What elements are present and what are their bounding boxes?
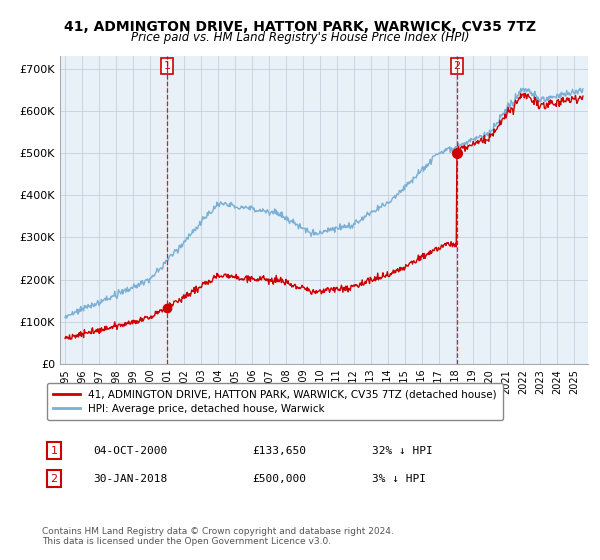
Text: 1: 1	[163, 61, 170, 71]
Legend: 41, ADMINGTON DRIVE, HATTON PARK, WARWICK, CV35 7TZ (detached house), HPI: Avera: 41, ADMINGTON DRIVE, HATTON PARK, WARWIC…	[47, 383, 503, 420]
Text: £500,000: £500,000	[252, 474, 306, 484]
Text: 30-JAN-2018: 30-JAN-2018	[93, 474, 167, 484]
Text: 32% ↓ HPI: 32% ↓ HPI	[372, 446, 433, 456]
Text: £133,650: £133,650	[252, 446, 306, 456]
Text: 41, ADMINGTON DRIVE, HATTON PARK, WARWICK, CV35 7TZ: 41, ADMINGTON DRIVE, HATTON PARK, WARWIC…	[64, 20, 536, 34]
Text: 2: 2	[50, 474, 58, 484]
Text: 3% ↓ HPI: 3% ↓ HPI	[372, 474, 426, 484]
Text: Price paid vs. HM Land Registry's House Price Index (HPI): Price paid vs. HM Land Registry's House …	[131, 31, 469, 44]
Text: Contains HM Land Registry data © Crown copyright and database right 2024.
This d: Contains HM Land Registry data © Crown c…	[42, 526, 394, 546]
Text: 1: 1	[50, 446, 58, 456]
Text: 04-OCT-2000: 04-OCT-2000	[93, 446, 167, 456]
Text: 2: 2	[454, 61, 460, 71]
